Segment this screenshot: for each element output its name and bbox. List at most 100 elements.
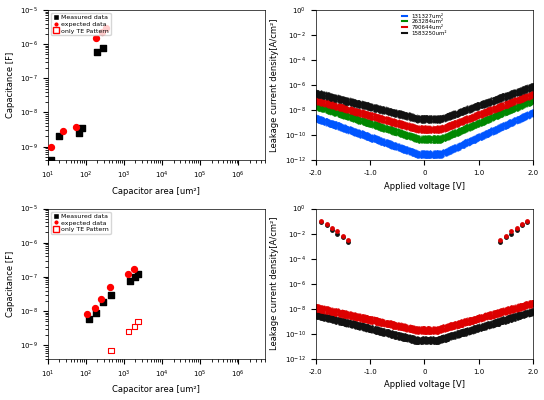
Point [422,337,430,343]
Point [421,327,429,333]
Point [316,104,324,111]
Point [398,331,406,338]
Point [463,326,472,332]
Point [393,110,402,116]
Point [518,92,527,99]
Point [313,106,322,112]
Point [317,96,325,103]
Point [328,106,337,113]
Point [472,318,480,325]
Point [403,114,412,120]
Point [337,104,345,110]
Point [454,107,463,114]
Point [455,332,464,338]
Point [429,114,438,120]
Point [460,143,468,150]
Point [491,112,500,119]
Point [350,106,358,112]
Point [337,108,345,114]
Point [467,116,476,122]
Point [364,103,373,109]
Point [490,97,499,103]
Point [492,114,501,121]
Point [326,96,335,102]
Point [500,102,509,109]
Point [449,331,458,337]
Point [469,102,478,109]
Point [478,100,487,106]
Point [337,96,345,103]
Point [341,122,350,129]
Point [435,150,443,157]
Point [405,149,414,155]
Point [368,113,377,119]
Point [312,102,321,109]
Point [348,312,356,319]
Point [511,106,520,113]
Point [364,117,373,123]
Point [496,111,504,117]
Point [317,98,325,104]
Point [520,314,529,320]
Point [514,105,523,111]
Point [380,118,389,125]
Point [360,118,368,124]
Point [340,110,349,116]
Point [401,120,410,127]
Point [473,328,481,334]
Point [338,102,347,108]
Point [489,116,498,122]
Point [356,99,365,105]
Point [330,111,339,118]
Point [490,104,499,111]
Point [455,318,464,324]
Point [422,150,430,157]
Point [502,90,511,96]
Point [342,122,351,129]
Point [498,126,506,132]
Point [325,107,333,114]
Point [369,316,378,322]
Point [488,320,497,326]
Point [426,126,435,132]
Point [506,93,515,100]
Point [488,98,497,104]
Point [472,314,480,321]
Point [423,138,431,144]
Point [415,335,424,342]
Point [380,328,389,335]
Point [515,91,524,97]
Point [454,111,463,117]
Point [515,99,524,105]
Point [498,110,506,116]
Point [517,114,526,120]
Point [520,111,529,118]
Point [326,310,335,316]
Point [338,94,347,100]
Point [453,142,462,149]
Point [442,334,451,340]
Point [353,108,362,115]
Point [518,87,527,94]
Point [444,332,453,339]
Point [366,318,375,324]
Point [447,320,455,326]
Point [367,118,376,124]
Point [496,104,504,110]
Point [430,324,439,331]
Point [312,100,321,107]
Point [421,137,429,143]
Point [456,106,465,112]
Point [341,104,350,110]
Point [499,126,508,132]
Point [403,121,412,127]
Point [400,119,409,125]
Point [342,109,351,115]
Point [311,302,320,308]
Point [438,325,447,331]
Point [375,330,384,337]
Point [471,318,479,324]
Point [373,116,381,122]
Point [313,306,322,312]
Point [441,134,450,140]
